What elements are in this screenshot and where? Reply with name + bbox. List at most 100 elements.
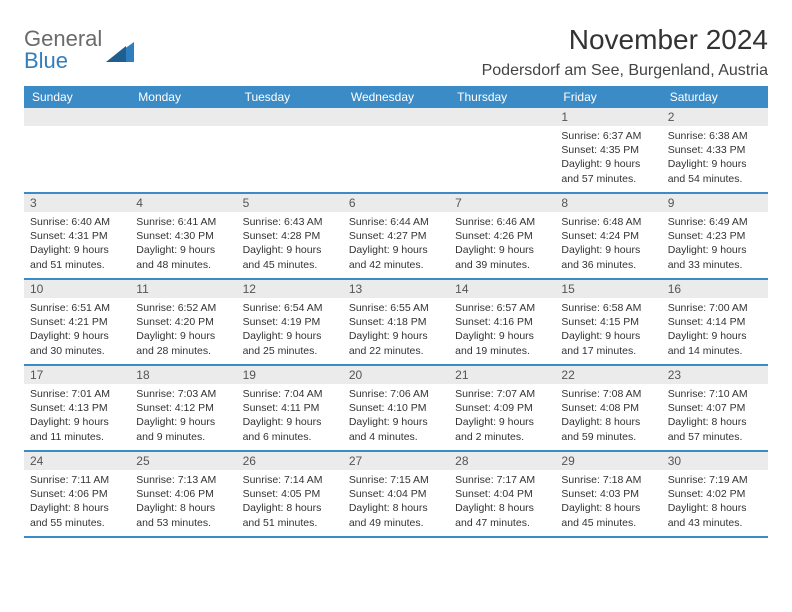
sunrise-text: Sunrise: 6:41 AM [136, 215, 230, 229]
daylight-text-1: Daylight: 8 hours [136, 501, 230, 515]
sunset-text: Sunset: 4:18 PM [349, 315, 443, 329]
daylight-text-1: Daylight: 8 hours [455, 501, 549, 515]
day-cell: 29Sunrise: 7:18 AMSunset: 4:03 PMDayligh… [555, 452, 661, 536]
sunrise-text: Sunrise: 7:00 AM [668, 301, 762, 315]
weekday-header: Tuesday [237, 86, 343, 108]
day-number: 28 [449, 452, 555, 470]
daylight-text-2: and 9 minutes. [136, 430, 230, 444]
day-cell: 15Sunrise: 6:58 AMSunset: 4:15 PMDayligh… [555, 280, 661, 364]
sunrise-text: Sunrise: 6:51 AM [30, 301, 124, 315]
sunrise-text: Sunrise: 6:48 AM [561, 215, 655, 229]
day-cell: 30Sunrise: 7:19 AMSunset: 4:02 PMDayligh… [662, 452, 768, 536]
day-number: 26 [237, 452, 343, 470]
day-cell: 5Sunrise: 6:43 AMSunset: 4:28 PMDaylight… [237, 194, 343, 278]
day-cell [449, 108, 555, 192]
day-body: Sunrise: 6:48 AMSunset: 4:24 PMDaylight:… [555, 212, 661, 276]
weeks-container: 1Sunrise: 6:37 AMSunset: 4:35 PMDaylight… [24, 108, 768, 538]
sunrise-text: Sunrise: 7:08 AM [561, 387, 655, 401]
day-cell: 2Sunrise: 6:38 AMSunset: 4:33 PMDaylight… [662, 108, 768, 192]
sunset-text: Sunset: 4:04 PM [349, 487, 443, 501]
daylight-text-2: and 53 minutes. [136, 516, 230, 530]
day-body: Sunrise: 6:44 AMSunset: 4:27 PMDaylight:… [343, 212, 449, 276]
daylight-text-2: and 36 minutes. [561, 258, 655, 272]
daylight-text-2: and 55 minutes. [30, 516, 124, 530]
title-block: November 2024 Podersdorf am See, Burgenl… [482, 24, 768, 80]
daylight-text-1: Daylight: 9 hours [136, 415, 230, 429]
sunset-text: Sunset: 4:08 PM [561, 401, 655, 415]
daylight-text-1: Daylight: 9 hours [136, 243, 230, 257]
day-number: 14 [449, 280, 555, 298]
sunset-text: Sunset: 4:26 PM [455, 229, 549, 243]
sunrise-text: Sunrise: 7:11 AM [30, 473, 124, 487]
sunrise-text: Sunrise: 6:40 AM [30, 215, 124, 229]
day-body: Sunrise: 6:58 AMSunset: 4:15 PMDaylight:… [555, 298, 661, 362]
day-cell: 19Sunrise: 7:04 AMSunset: 4:11 PMDayligh… [237, 366, 343, 450]
sunset-text: Sunset: 4:28 PM [243, 229, 337, 243]
daylight-text-1: Daylight: 9 hours [30, 415, 124, 429]
daylight-text-2: and 17 minutes. [561, 344, 655, 358]
logo-line2: Blue [24, 50, 102, 72]
day-body: Sunrise: 7:03 AMSunset: 4:12 PMDaylight:… [130, 384, 236, 448]
sunset-text: Sunset: 4:21 PM [30, 315, 124, 329]
sunrise-text: Sunrise: 6:49 AM [668, 215, 762, 229]
day-body: Sunrise: 7:13 AMSunset: 4:06 PMDaylight:… [130, 470, 236, 534]
day-cell: 17Sunrise: 7:01 AMSunset: 4:13 PMDayligh… [24, 366, 130, 450]
week-row: 3Sunrise: 6:40 AMSunset: 4:31 PMDaylight… [24, 194, 768, 280]
day-body: Sunrise: 7:06 AMSunset: 4:10 PMDaylight:… [343, 384, 449, 448]
sunrise-text: Sunrise: 7:10 AM [668, 387, 762, 401]
day-cell: 22Sunrise: 7:08 AMSunset: 4:08 PMDayligh… [555, 366, 661, 450]
day-number: 10 [24, 280, 130, 298]
day-body: Sunrise: 7:18 AMSunset: 4:03 PMDaylight:… [555, 470, 661, 534]
daylight-text-2: and 22 minutes. [349, 344, 443, 358]
weekday-header: Saturday [662, 86, 768, 108]
daylight-text-1: Daylight: 8 hours [668, 501, 762, 515]
daylight-text-2: and 4 minutes. [349, 430, 443, 444]
day-cell: 27Sunrise: 7:15 AMSunset: 4:04 PMDayligh… [343, 452, 449, 536]
day-body: Sunrise: 7:08 AMSunset: 4:08 PMDaylight:… [555, 384, 661, 448]
day-body: Sunrise: 7:00 AMSunset: 4:14 PMDaylight:… [662, 298, 768, 362]
day-body: Sunrise: 6:46 AMSunset: 4:26 PMDaylight:… [449, 212, 555, 276]
daylight-text-1: Daylight: 9 hours [349, 243, 443, 257]
day-body: Sunrise: 7:15 AMSunset: 4:04 PMDaylight:… [343, 470, 449, 534]
day-body: Sunrise: 6:51 AMSunset: 4:21 PMDaylight:… [24, 298, 130, 362]
sunrise-text: Sunrise: 6:52 AM [136, 301, 230, 315]
day-number: 23 [662, 366, 768, 384]
daylight-text-2: and 25 minutes. [243, 344, 337, 358]
daylight-text-2: and 11 minutes. [30, 430, 124, 444]
day-number: 27 [343, 452, 449, 470]
day-body: Sunrise: 7:17 AMSunset: 4:04 PMDaylight:… [449, 470, 555, 534]
daylight-text-1: Daylight: 9 hours [243, 329, 337, 343]
daylight-text-1: Daylight: 9 hours [243, 243, 337, 257]
day-cell: 9Sunrise: 6:49 AMSunset: 4:23 PMDaylight… [662, 194, 768, 278]
sunrise-text: Sunrise: 7:06 AM [349, 387, 443, 401]
day-cell: 1Sunrise: 6:37 AMSunset: 4:35 PMDaylight… [555, 108, 661, 192]
day-cell: 13Sunrise: 6:55 AMSunset: 4:18 PMDayligh… [343, 280, 449, 364]
sunset-text: Sunset: 4:06 PM [30, 487, 124, 501]
daylight-text-1: Daylight: 9 hours [668, 329, 762, 343]
day-number: 3 [24, 194, 130, 212]
daylight-text-1: Daylight: 8 hours [668, 415, 762, 429]
day-number [343, 108, 449, 126]
sunset-text: Sunset: 4:23 PM [668, 229, 762, 243]
sunset-text: Sunset: 4:09 PM [455, 401, 549, 415]
day-cell [237, 108, 343, 192]
daylight-text-2: and 51 minutes. [243, 516, 337, 530]
daylight-text-1: Daylight: 9 hours [243, 415, 337, 429]
day-number: 24 [24, 452, 130, 470]
day-number: 17 [24, 366, 130, 384]
sunrise-text: Sunrise: 6:46 AM [455, 215, 549, 229]
day-body: Sunrise: 6:52 AMSunset: 4:20 PMDaylight:… [130, 298, 236, 362]
daylight-text-1: Daylight: 9 hours [349, 415, 443, 429]
daylight-text-1: Daylight: 9 hours [668, 243, 762, 257]
daylight-text-1: Daylight: 9 hours [136, 329, 230, 343]
day-cell: 16Sunrise: 7:00 AMSunset: 4:14 PMDayligh… [662, 280, 768, 364]
sunset-text: Sunset: 4:06 PM [136, 487, 230, 501]
weekday-header: Monday [130, 86, 236, 108]
daylight-text-2: and 30 minutes. [30, 344, 124, 358]
daylight-text-2: and 54 minutes. [668, 172, 762, 186]
day-number: 21 [449, 366, 555, 384]
day-body: Sunrise: 6:55 AMSunset: 4:18 PMDaylight:… [343, 298, 449, 362]
sunset-text: Sunset: 4:14 PM [668, 315, 762, 329]
day-number: 4 [130, 194, 236, 212]
week-row: 24Sunrise: 7:11 AMSunset: 4:06 PMDayligh… [24, 452, 768, 538]
